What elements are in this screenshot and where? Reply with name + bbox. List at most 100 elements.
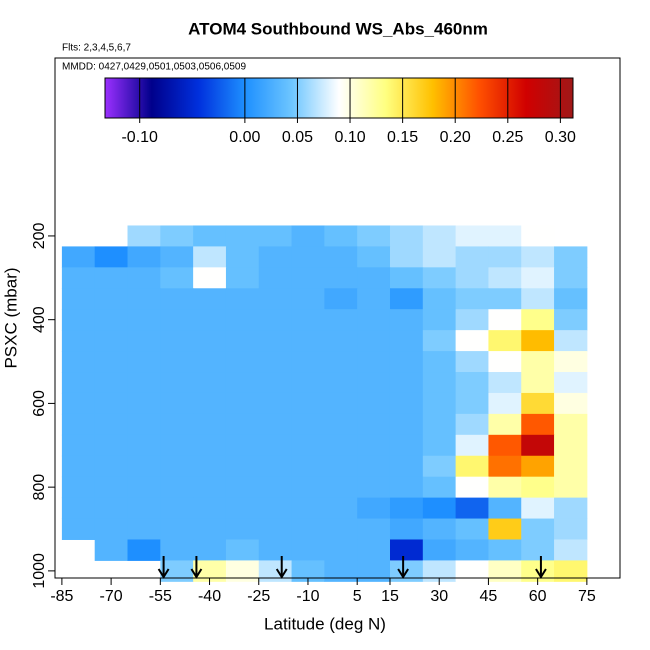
heatmap-cell: [357, 413, 391, 436]
heatmap-cell: [193, 392, 227, 415]
heatmap-cell: [389, 225, 424, 247]
heatmap-cell: [554, 267, 588, 289]
heatmap-cell: [94, 246, 129, 268]
heatmap-cell: [94, 351, 129, 373]
heatmap-cell: [291, 413, 325, 436]
arrow-head: [275, 568, 288, 579]
heatmap-cell: [455, 372, 489, 394]
x-tick-label: -85: [50, 588, 73, 605]
heatmap-cell: [389, 392, 424, 415]
heatmap-cell: [521, 246, 555, 268]
heatmap-cell: [193, 267, 227, 289]
heatmap-cell: [389, 351, 424, 373]
heatmap-cell: [291, 246, 325, 268]
heatmap-cell: [291, 267, 325, 289]
heatmap-cell: [521, 372, 555, 394]
arrow-marker: [535, 556, 547, 579]
heatmap-cell: [488, 539, 522, 561]
heatmap-cell: [422, 518, 457, 540]
heatmap-cell: [488, 225, 522, 247]
heatmap-cell: [127, 309, 161, 331]
heatmap-cell: [357, 518, 391, 540]
heatmap-cell: [389, 539, 424, 561]
heatmap-cell: [554, 330, 588, 352]
heatmap-cell: [324, 413, 358, 436]
heatmap-cell: [554, 246, 588, 268]
heatmap-cell: [455, 455, 489, 478]
arrow-marker: [190, 556, 203, 579]
heatmap-cell: [357, 288, 391, 310]
heatmap-cell: [160, 560, 194, 582]
heatmap-cell: [160, 267, 194, 289]
heatmap-cell: [225, 225, 260, 247]
heatmap-cell: [488, 476, 522, 499]
heatmap-cell: [193, 455, 227, 478]
heatmap-cell: [291, 372, 325, 394]
heatmap-cell: [160, 539, 194, 561]
arrow-marker: [275, 556, 288, 579]
heatmap-cell: [258, 455, 293, 478]
heatmap-cell: [225, 455, 260, 478]
heatmap-cell: [422, 455, 457, 478]
heatmap-cell: [94, 372, 129, 394]
heatmap-cell: [324, 225, 358, 247]
heatmap-cell: [488, 560, 522, 582]
heatmap-cell: [554, 288, 588, 310]
heatmap-cell: [324, 497, 358, 520]
heatmap-cell: [225, 267, 260, 289]
heatmap-cell: [127, 288, 161, 310]
heatmap-cell: [422, 560, 457, 582]
heatmap-cell: [488, 455, 522, 478]
heatmap-cell: [455, 476, 489, 499]
heatmap-cell: [324, 351, 358, 373]
heatmap-cell: [422, 309, 457, 331]
heatmap-cell: [94, 413, 129, 436]
heatmap-cell: [389, 246, 424, 268]
heatmap-cell: [389, 455, 424, 478]
heatmap-cell: [357, 351, 391, 373]
heatmap-cell: [291, 351, 325, 373]
arrow-head: [535, 568, 547, 579]
heatmap-cell: [225, 560, 260, 582]
colorbar-tick-label: 0.25: [492, 129, 523, 146]
heatmap-cell: [127, 330, 161, 352]
heatmap-cell: [258, 560, 293, 582]
heatmap-cell: [225, 372, 260, 394]
heatmap-cell: [94, 539, 129, 561]
heatmap-cell: [422, 392, 457, 415]
heatmap-cell: [94, 476, 129, 499]
heatmap-cell: [94, 267, 129, 289]
heatmap-cell: [258, 372, 293, 394]
heatmap-cell: [61, 434, 96, 457]
heatmap-cell: [554, 518, 588, 540]
heatmap-cell: [488, 309, 522, 331]
heatmap-cell: [160, 330, 194, 352]
heatmap-cell: [455, 434, 489, 457]
heatmap-cell: [357, 372, 391, 394]
heatmap-cell: [225, 476, 260, 499]
heatmap-cell: [422, 288, 457, 310]
heatmap-cell: [389, 518, 424, 540]
heatmap-cell: [160, 372, 194, 394]
heatmap-cell: [127, 476, 161, 499]
arrow-head: [157, 568, 170, 579]
heatmap-cell: [554, 392, 588, 415]
heatmap-cell: [455, 497, 489, 520]
heatmap-cell: [488, 497, 522, 520]
heatmap-cell: [554, 539, 588, 561]
heatmap-cell: [357, 455, 391, 478]
heatmap-cell: [160, 455, 194, 478]
heatmap-cell: [554, 372, 588, 394]
heatmap-cell: [225, 497, 260, 520]
colorbar-tick-label: 0.20: [440, 129, 471, 146]
heatmap-cell: [61, 413, 96, 436]
heatmap-cell: [389, 288, 424, 310]
heatmap-cell: [324, 392, 358, 415]
heatmap-cell: [324, 560, 358, 582]
arrow-head: [397, 568, 409, 579]
heatmap-cell: [554, 413, 588, 436]
heatmap-cell: [225, 392, 260, 415]
heatmap-cell: [61, 372, 96, 394]
x-tick-label: 30: [430, 588, 448, 605]
